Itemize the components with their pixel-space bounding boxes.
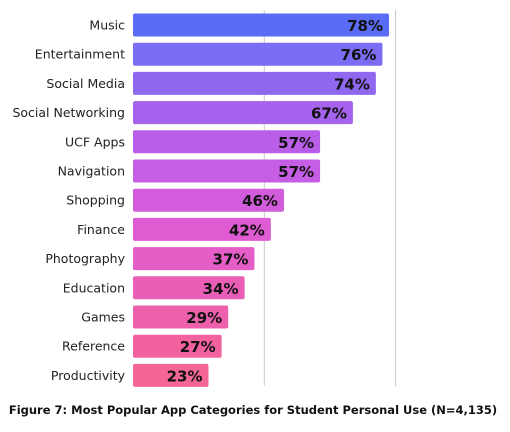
value-label: 27% — [180, 338, 216, 356]
value-label: 76% — [341, 46, 377, 64]
chart-caption: Figure 7: Most Popular App Categories fo… — [9, 403, 497, 417]
category-label: Productivity — [51, 368, 126, 383]
value-label: 78% — [347, 17, 383, 35]
value-label: 57% — [278, 163, 314, 181]
bar — [133, 217, 271, 241]
bar — [133, 130, 321, 154]
bar — [133, 13, 389, 37]
bars — [133, 13, 389, 387]
value-label: 74% — [334, 75, 370, 93]
value-label: 29% — [186, 309, 222, 327]
category-label: Reference — [62, 339, 125, 354]
bar — [133, 71, 376, 95]
value-label: 57% — [278, 134, 314, 152]
category-label: Photography — [45, 251, 125, 266]
bar — [133, 363, 209, 387]
bar — [133, 42, 383, 66]
category-label: Navigation — [58, 164, 125, 179]
category-label: Games — [81, 310, 125, 325]
category-label: Finance — [77, 222, 125, 237]
category-label: Shopping — [66, 193, 125, 208]
value-label: 34% — [203, 280, 239, 298]
value-labels: 78%76%74%67%57%57%46%42%37%34%29%27%23% — [167, 17, 383, 385]
category-label: UCF Apps — [65, 134, 125, 149]
value-label: 42% — [229, 221, 265, 239]
value-label: 67% — [311, 105, 347, 123]
category-labels: Music Entertainment Social Media Social Net… — [12, 18, 125, 383]
category-label: Social Media — [46, 76, 125, 91]
value-label: 37% — [213, 251, 249, 269]
value-label: 23% — [167, 367, 203, 385]
bar — [133, 334, 222, 358]
category-label: Education — [63, 280, 125, 295]
bar — [133, 276, 245, 300]
bar — [133, 101, 353, 125]
value-label: 46% — [242, 192, 278, 210]
bar — [133, 159, 321, 183]
category-label: Music — [89, 18, 125, 33]
category-label: Entertainment — [35, 47, 125, 62]
bar — [133, 188, 284, 212]
bar — [133, 305, 229, 329]
category-label: Social Networking — [12, 105, 125, 120]
bar — [133, 247, 255, 271]
